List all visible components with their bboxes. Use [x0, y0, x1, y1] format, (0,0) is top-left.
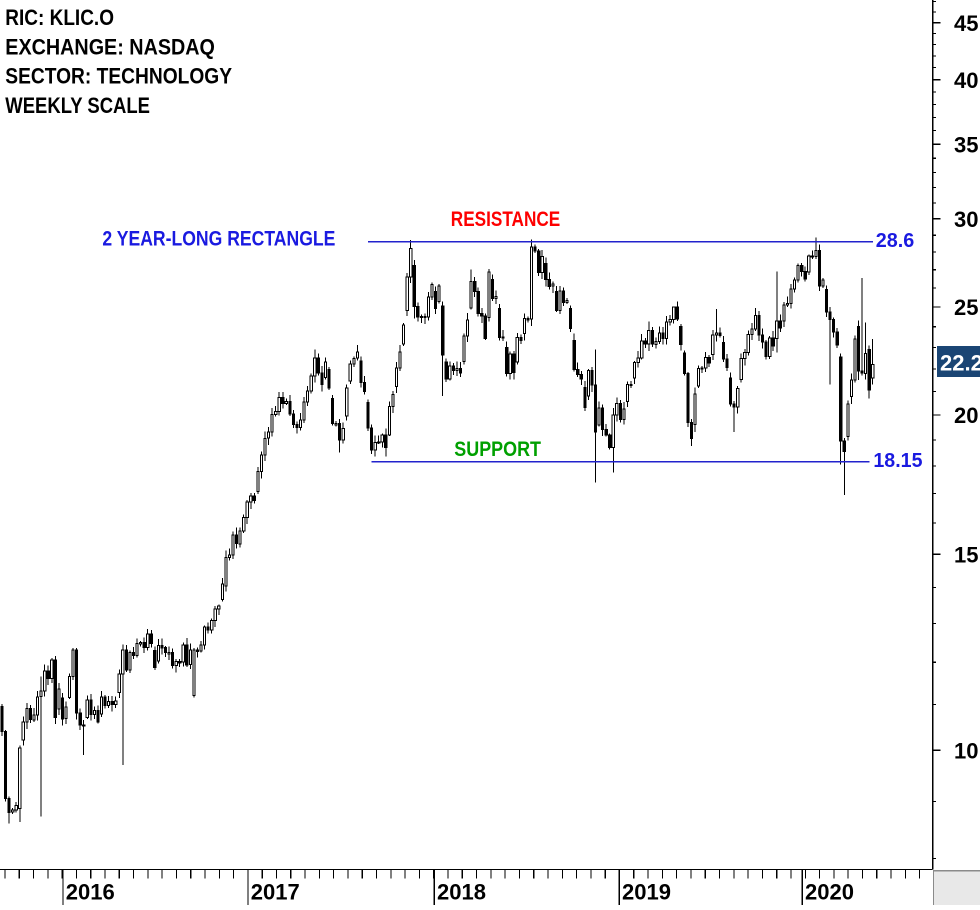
svg-text:10: 10: [954, 739, 978, 764]
svg-text:RIC: KLIC.O: RIC: KLIC.O: [5, 5, 114, 30]
svg-text:15: 15: [954, 542, 978, 567]
svg-text:SECTOR: TECHNOLOGY: SECTOR: TECHNOLOGY: [5, 64, 232, 89]
svg-text:2 YEAR-LONG RECTANGLE: 2 YEAR-LONG RECTANGLE: [102, 228, 335, 251]
svg-text:22.2: 22.2: [940, 350, 980, 375]
svg-text:RESISTANCE: RESISTANCE: [451, 208, 560, 231]
svg-text:SUPPORT: SUPPORT: [454, 438, 541, 461]
svg-text:WEEKLY SCALE: WEEKLY SCALE: [5, 93, 150, 118]
svg-text:2018: 2018: [437, 880, 486, 905]
svg-text:40: 40: [954, 68, 978, 93]
svg-text:2017: 2017: [251, 880, 300, 905]
svg-text:28.6: 28.6: [876, 230, 915, 252]
svg-text:2016: 2016: [66, 880, 115, 905]
svg-text:25: 25: [954, 295, 978, 320]
svg-text:45: 45: [954, 11, 978, 36]
svg-text:30: 30: [954, 207, 978, 232]
svg-text:18.15: 18.15: [873, 450, 922, 472]
svg-text:2019: 2019: [622, 880, 671, 905]
svg-text:35: 35: [954, 132, 978, 157]
svg-text:EXCHANGE: NASDAQ: EXCHANGE: NASDAQ: [5, 34, 215, 59]
svg-text:2020: 2020: [805, 880, 854, 905]
svg-text:20: 20: [954, 403, 978, 428]
